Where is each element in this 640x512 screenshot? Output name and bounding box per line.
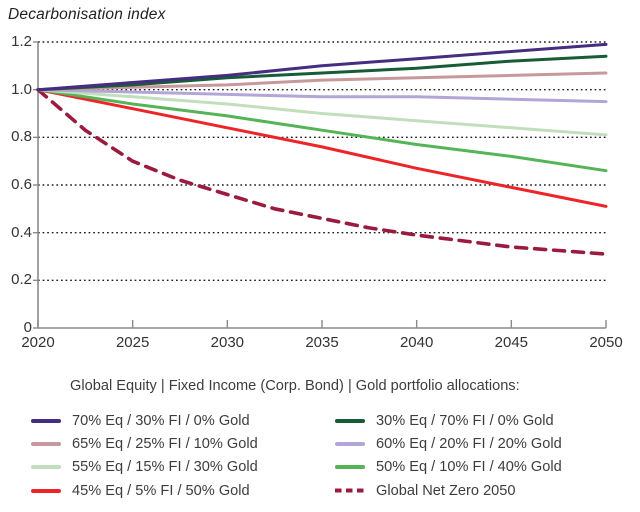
- series-line: [36, 88, 608, 208]
- legend-item-label: 70% Eq / 30% FI / 0% Gold: [72, 412, 250, 429]
- y-axis-tick-label: 0.8: [11, 128, 32, 146]
- legend-item: 65% Eq / 25% FI / 10% Gold: [31, 436, 335, 452]
- x-axis-tick-label: 2025: [115, 334, 150, 351]
- legend: 70% Eq / 30% FI / 0% Gold 30% Eq / 70% FI…: [31, 409, 562, 503]
- series-line: [36, 42, 608, 92]
- x-axis-tick-label: 2040: [399, 334, 434, 351]
- x-axis-tick-label: 2020: [21, 334, 55, 351]
- legend-item-label: 50% Eq / 10% FI / 40% Gold: [376, 459, 562, 476]
- legend-swatch-line: [31, 465, 61, 470]
- y-axis-tick-label: 1.0: [11, 80, 32, 98]
- series-line: [36, 87, 608, 256]
- legend-item-label: 65% Eq / 25% FI / 10% Gold: [72, 436, 258, 453]
- legend-header: Global Equity | Fixed Income (Corp. Bond…: [70, 378, 520, 394]
- plot-area: [33, 41, 608, 329]
- legend-swatch-line: [31, 418, 61, 423]
- legend-item-label: Global Net Zero 2050: [376, 482, 516, 499]
- legend-item: 50% Eq / 10% FI / 40% Gold: [335, 459, 562, 475]
- legend-swatch-dashed-line: [335, 488, 365, 493]
- legend-item: 30% Eq / 70% FI / 0% Gold: [335, 413, 562, 429]
- legend-item: 55% Eq / 15% FI / 30% Gold: [31, 459, 335, 475]
- legend-item-label: 55% Eq / 15% FI / 30% Gold: [72, 459, 258, 476]
- x-axis-tick-label: 2030: [210, 334, 245, 351]
- y-axis-tick-label: 1.2: [11, 33, 32, 50]
- legend-item: Global Net Zero 2050: [335, 483, 562, 499]
- y-axis-tick-label: 0.6: [11, 176, 32, 193]
- legend-item: 45% Eq / 5% FI / 50% Gold: [31, 483, 335, 499]
- legend-item-label: 30% Eq / 70% FI / 0% Gold: [376, 412, 554, 429]
- legend-swatch-line: [335, 465, 365, 470]
- x-axis-tick-label: 2050: [589, 334, 623, 351]
- series-line: [36, 88, 608, 137]
- series-line: [36, 54, 608, 92]
- y-axis-tick-label: 0: [23, 319, 32, 336]
- legend-swatch-line: [335, 418, 365, 423]
- legend-swatch-line: [335, 442, 365, 447]
- y-axis-tick-label: 0.4: [11, 223, 32, 241]
- chart-title: Decarbonisation index: [8, 6, 166, 23]
- x-axis-tick-label: 2045: [494, 334, 529, 351]
- y-axis-tick-label: 0.2: [11, 271, 32, 289]
- series-line: [36, 88, 608, 104]
- legend-swatch-line: [31, 442, 61, 447]
- legend-item-label: 45% Eq / 5% FI / 50% Gold: [72, 482, 250, 499]
- legend-swatch-line: [31, 488, 61, 493]
- legend-item: 70% Eq / 30% FI / 0% Gold: [31, 413, 335, 429]
- legend-item: 60% Eq / 20% FI / 20% Gold: [335, 436, 562, 452]
- legend-item-label: 60% Eq / 20% FI / 20% Gold: [376, 436, 562, 453]
- series-line: [36, 71, 608, 92]
- x-axis-tick-label: 2035: [305, 334, 339, 351]
- series-line: [36, 88, 608, 173]
